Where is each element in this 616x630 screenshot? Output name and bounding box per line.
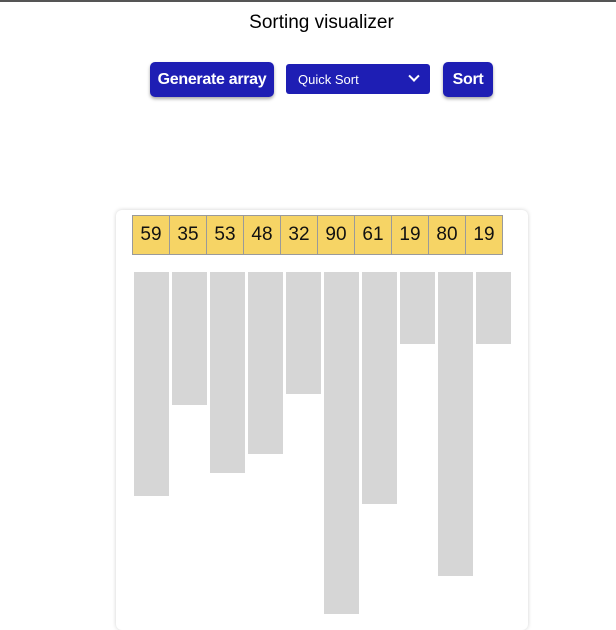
array-value-cell: 61 (354, 215, 392, 255)
array-bars (134, 272, 514, 618)
array-bar (400, 272, 435, 344)
array-value-cell: 53 (206, 215, 244, 255)
array-bar (362, 272, 397, 504)
array-value-cell: 19 (391, 215, 429, 255)
array-bar (248, 272, 283, 454)
array-value-cell: 19 (465, 215, 503, 255)
page-title: Sorting visualizer (249, 12, 394, 33)
array-value-cell: 32 (280, 215, 318, 255)
array-bar (438, 272, 473, 576)
array-bar (476, 272, 511, 344)
algorithm-select-value: Quick Sort (298, 71, 359, 87)
array-value-cell: 35 (169, 215, 207, 255)
array-bar (210, 272, 245, 473)
top-border (0, 0, 616, 2)
array-value-cell: 80 (428, 215, 466, 255)
generate-array-button[interactable]: Generate array (150, 62, 274, 97)
algorithm-select[interactable]: Quick Sort (286, 64, 430, 94)
array-bar (172, 272, 207, 405)
array-value-cell: 59 (132, 215, 170, 255)
chevron-down-icon (408, 70, 420, 82)
array-bar (286, 272, 321, 394)
sort-button[interactable]: Sort (443, 62, 493, 97)
array-value-cell: 48 (243, 215, 281, 255)
array-bar (134, 272, 169, 496)
array-bar (324, 272, 359, 614)
array-values-row: 59 35 53 48 32 90 61 19 80 19 (132, 215, 503, 255)
array-value-cell: 90 (317, 215, 355, 255)
